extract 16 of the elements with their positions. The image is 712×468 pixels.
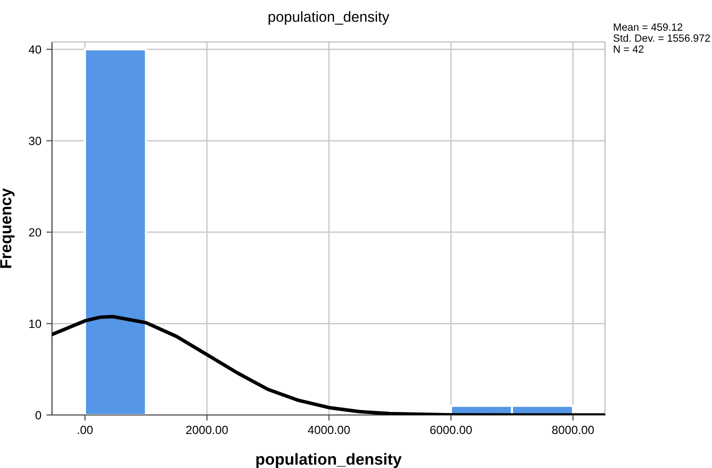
text: N = 42 — [614, 45, 644, 53]
y-tick-label: 10 — [29, 320, 42, 328]
y-axis-title: Frequency — [0, 188, 15, 268]
text: Std. Dev. = 1556.972 — [613, 34, 710, 42]
text: Mean = 459.12 — [614, 23, 682, 31]
x-tick-label: 6000.00 — [430, 426, 472, 434]
x-axis-title: population_density — [256, 453, 402, 468]
chart-title: population_density — [268, 11, 390, 25]
x-tick-label: 8000.00 — [552, 426, 594, 434]
y-tick-label: 30 — [28, 136, 42, 146]
y-tick-label: 0 — [35, 411, 42, 420]
y-tick-label: 40 — [28, 45, 42, 54]
x-tick-label: 4000.00 — [308, 426, 350, 434]
x-tick-label: .00 — [78, 426, 93, 434]
y-tick-label: 20 — [29, 228, 42, 237]
x-tick-label: 2000.00 — [186, 426, 228, 434]
